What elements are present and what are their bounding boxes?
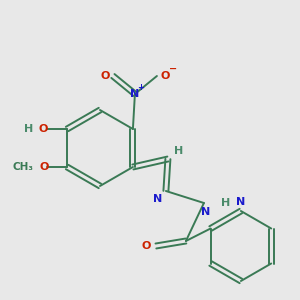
Text: H: H [221, 198, 230, 208]
Text: N: N [201, 207, 211, 217]
Text: O: O [38, 124, 48, 134]
Text: H: H [174, 146, 184, 156]
Text: O: O [100, 71, 110, 81]
Text: O: O [39, 162, 49, 172]
Text: +: + [137, 82, 144, 91]
Text: O: O [141, 241, 151, 251]
Text: CH₃: CH₃ [13, 162, 34, 172]
Text: O: O [160, 71, 170, 81]
Text: N: N [153, 194, 163, 204]
Text: H: H [25, 124, 34, 134]
Text: N: N [236, 197, 245, 207]
Text: N: N [130, 89, 140, 99]
Text: −: − [169, 64, 177, 74]
